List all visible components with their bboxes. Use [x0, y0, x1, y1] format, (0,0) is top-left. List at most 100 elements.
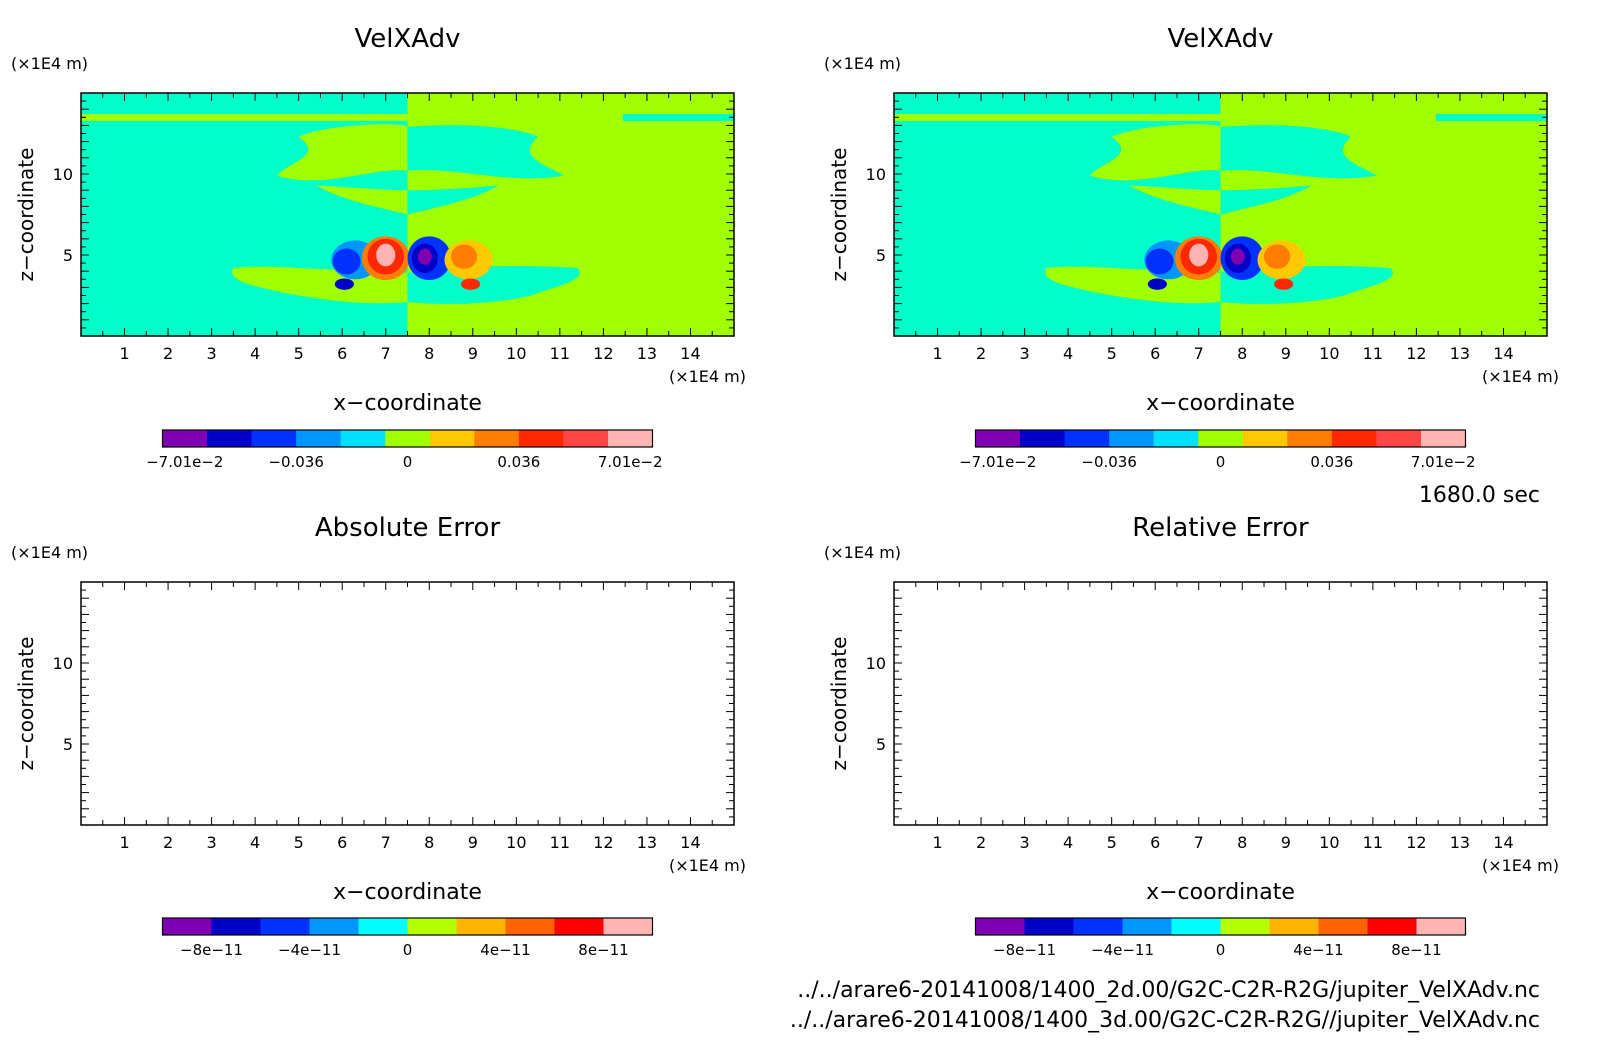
colorbar-label: 0.036 — [1310, 453, 1353, 471]
colorbar-segment — [1331, 430, 1377, 447]
colorbar-segment — [563, 430, 609, 447]
y-unit-label: (×1E4 m) — [824, 543, 901, 562]
vortex-red-core — [1189, 243, 1209, 267]
x-tick-label: 7 — [1194, 344, 1204, 363]
y-tick-label: 10 — [866, 654, 886, 673]
colorbar-frame — [161, 429, 654, 448]
colorbar-segment — [309, 918, 359, 935]
field-top-band-right — [622, 114, 734, 121]
colorbar-label: −0.036 — [268, 453, 324, 471]
field-lower-lobe-right — [1220, 265, 1393, 304]
colorbar-segment — [358, 918, 408, 935]
colorbar-segment — [162, 918, 212, 935]
y-tick-label: 10 — [866, 165, 886, 184]
time-label: 1680.0 sec — [1419, 483, 1540, 508]
x-tick-label: 7 — [381, 833, 391, 852]
colorbar-segment — [429, 430, 475, 447]
colorbar-segment — [207, 430, 253, 447]
y-tick-label: 5 — [876, 735, 886, 754]
colorbar-label: −7.01e−2 — [959, 453, 1036, 471]
vortex-orange-inner — [1264, 244, 1291, 269]
vortex-navy-core — [417, 248, 432, 265]
panel-1: VelXAdv(×1E4 m)1 2 3 4 5 6 7 8 9 10 11 12 13 14510(×1… — [11, 24, 746, 471]
x-tick-label: 4 — [250, 344, 260, 363]
x-tick-label: 8 — [1237, 833, 1247, 852]
y-unit-label: (×1E4 m) — [11, 54, 88, 73]
x-tick-label: 10 — [506, 833, 526, 852]
colorbar-segment — [1024, 918, 1074, 935]
colorbar-segment — [1416, 918, 1466, 935]
colorbar-segment — [975, 918, 1025, 935]
x-tick-label: 2 — [163, 833, 173, 852]
x-tick-label: 13 — [1450, 344, 1470, 363]
y-tick-label: 5 — [876, 246, 886, 265]
colorbar-frame — [974, 429, 1467, 448]
colorbar-label: −8e−11 — [180, 941, 243, 959]
colorbar-label: 0 — [403, 453, 413, 471]
y-axis-label: z−coordinate — [14, 637, 38, 771]
x-tick-label: 6 — [1150, 833, 1160, 852]
field-mid-wedge-right — [1220, 185, 1312, 215]
x-tick-label: 9 — [468, 344, 478, 363]
x-unit-label: (×1E4 m) — [669, 367, 746, 386]
x-tick-label: 13 — [637, 344, 657, 363]
colorbar-label: 7.01e−2 — [1411, 453, 1476, 471]
panel-2: VelXAdv(×1E4 m)1 2 3 4 5 6 7 8 9 10 11 12 13 14510(×1… — [824, 24, 1559, 471]
colorbar-segment — [603, 918, 653, 935]
x-axis-label: x−coordinate — [333, 880, 482, 905]
vortex-orange-small — [461, 278, 481, 290]
panel-title: Absolute Error — [315, 513, 501, 543]
field-upper-cloud-right — [1220, 125, 1378, 179]
x-tick-label: 6 — [337, 344, 347, 363]
colorbar-label: 4e−11 — [480, 941, 530, 959]
colorbar-label: 0 — [1216, 453, 1226, 471]
vortex-orange-inner — [451, 244, 478, 269]
colorbar-label: 8e−11 — [578, 941, 628, 959]
field-top-band-right — [1435, 114, 1547, 121]
x-tick-label: 6 — [1150, 344, 1160, 363]
vortex-blue-inner — [1145, 248, 1174, 275]
field-top-band-left — [81, 114, 734, 121]
colorbar-label: 0 — [403, 941, 413, 959]
x-tick-label: 14 — [680, 833, 700, 852]
panel-title: VelXAdv — [1167, 24, 1273, 54]
x-tick-label: 12 — [1406, 833, 1426, 852]
vortex-orange-small — [1274, 278, 1294, 290]
x-tick-label: 5 — [1107, 344, 1117, 363]
x-tick-label: 13 — [637, 833, 657, 852]
x-tick-label: 9 — [1281, 344, 1291, 363]
x-tick-label: 4 — [1063, 833, 1073, 852]
y-axis-label: z−coordinate — [827, 637, 851, 771]
file-path-2d: ../../arare6-20141008/1400_2d.00/G2C-C2R… — [797, 978, 1540, 1003]
x-axis-label: x−coordinate — [333, 391, 482, 416]
x-tick-label: 3 — [1020, 344, 1030, 363]
x-tick-label: 9 — [1281, 833, 1291, 852]
field-lower-lobe-right — [407, 265, 580, 304]
y-tick-label: 5 — [63, 735, 73, 754]
x-tick-label: 11 — [550, 833, 570, 852]
colorbar-label: 0 — [1216, 941, 1226, 959]
x-tick-label: 10 — [1319, 344, 1339, 363]
y-tick-label: 5 — [63, 246, 73, 265]
x-tick-label: 2 — [163, 344, 173, 363]
x-tick-label: 1 — [932, 344, 942, 363]
colorbar-segment — [1220, 918, 1270, 935]
colorbar-segment — [385, 430, 431, 447]
x-tick-label: 3 — [1020, 833, 1030, 852]
colorbar-segment — [1171, 918, 1221, 935]
field-upper-cloud-left — [1089, 124, 1221, 181]
colorbar-segment — [162, 430, 208, 447]
x-tick-label: 8 — [1237, 344, 1247, 363]
colorbar-label: −0.036 — [1081, 453, 1137, 471]
y-unit-label: (×1E4 m) — [824, 54, 901, 73]
x-tick-label: 10 — [506, 344, 526, 363]
vortex-red-core — [376, 243, 396, 267]
x-unit-label: (×1E4 m) — [1482, 856, 1559, 875]
x-tick-label: 13 — [1450, 833, 1470, 852]
x-tick-label: 8 — [424, 833, 434, 852]
x-tick-label: 12 — [1406, 344, 1426, 363]
colorbar-frame — [974, 917, 1467, 936]
x-axis-label: x−coordinate — [1146, 391, 1295, 416]
colorbar-segment — [1122, 918, 1172, 935]
